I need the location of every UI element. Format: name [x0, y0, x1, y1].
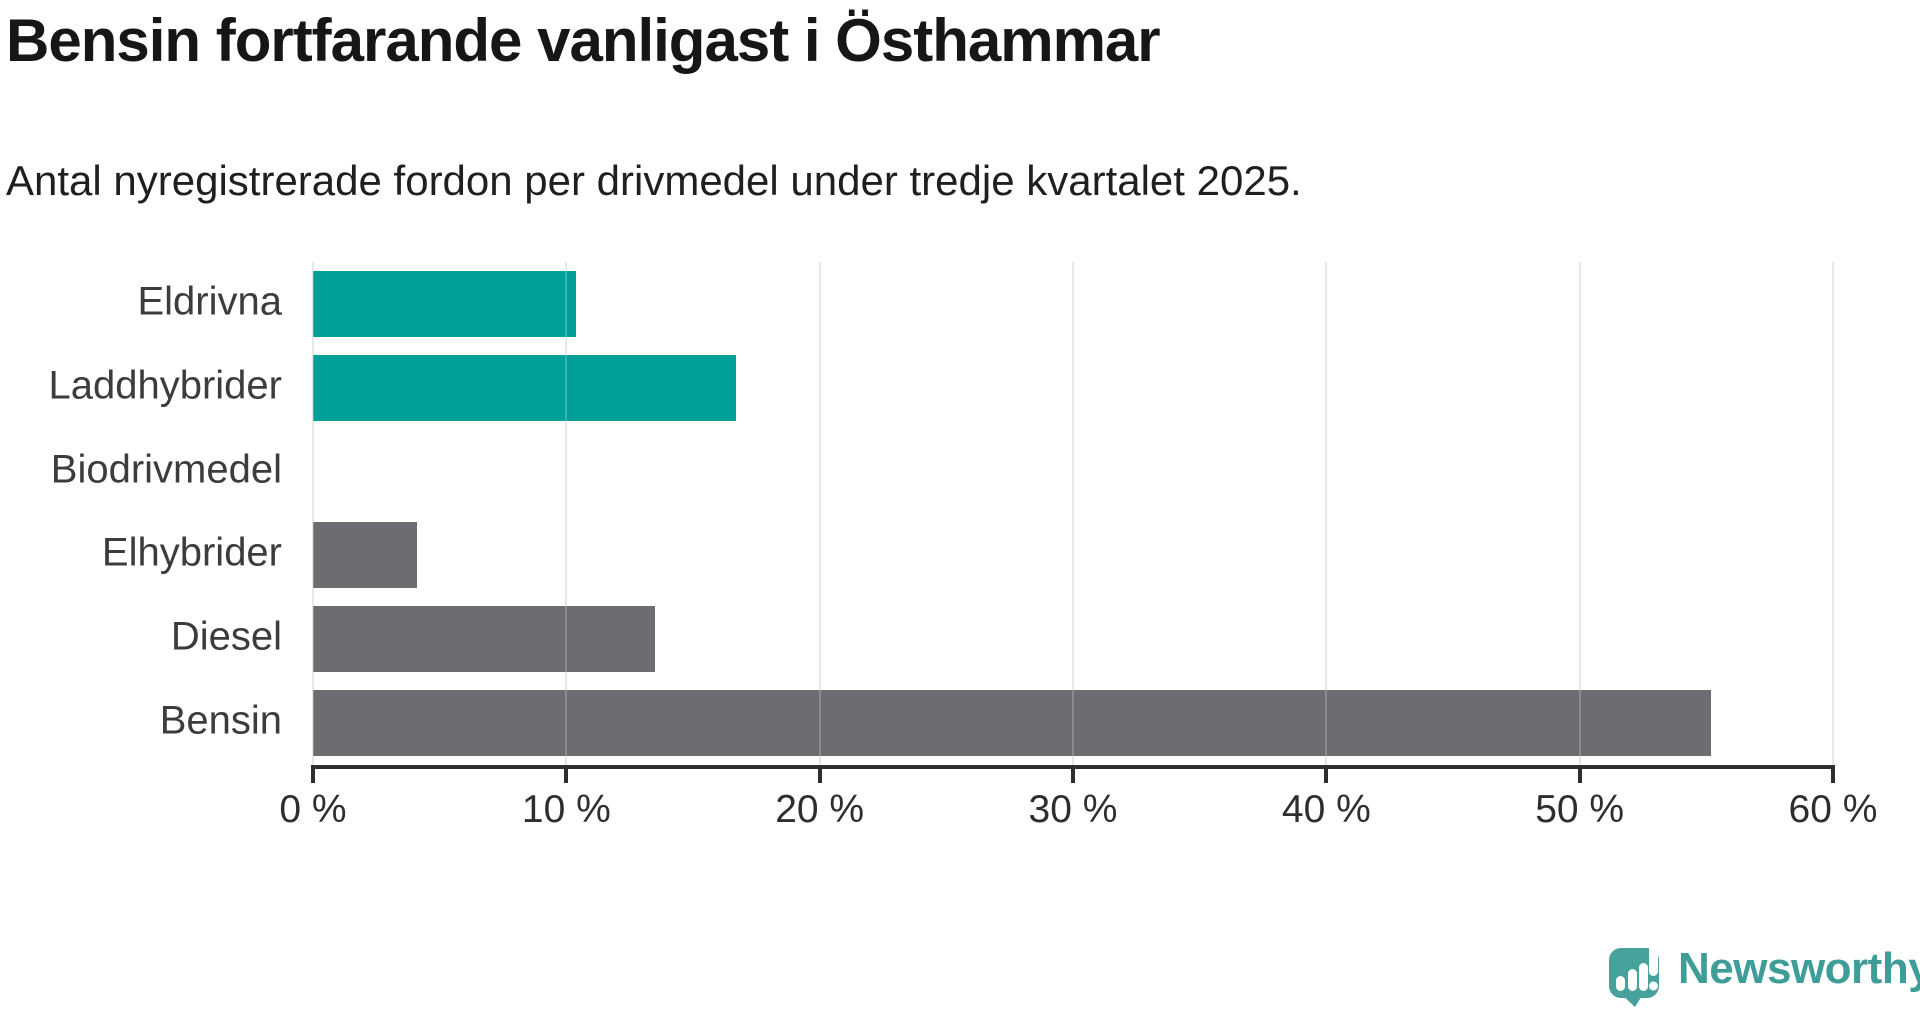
- bar-row-biodrivmedel: Biodrivmedel: [51, 430, 1833, 514]
- bar-eldrivna: [313, 270, 577, 337]
- category-label: Bensin: [159, 698, 282, 743]
- category-label: Elhybrider: [101, 531, 282, 576]
- gridline-20: [818, 262, 821, 765]
- x-axis-tick-40: [1324, 769, 1329, 783]
- x-axis-tick-label: 40 %: [1281, 788, 1371, 831]
- gridline-overlay-60: [1832, 262, 1834, 765]
- gridline-overlay-50: [1578, 262, 1581, 765]
- gridline-50: [1578, 262, 1581, 765]
- newsworthy-logo[interactable]: Newsworthy: [1608, 936, 1920, 1008]
- gridline-overlay-40: [1325, 262, 1328, 765]
- category-label: Diesel: [170, 614, 282, 659]
- x-axis-tick-label: 0 %: [279, 788, 347, 831]
- gridline-overlay-30: [1072, 262, 1074, 765]
- bar-row-diesel: Diesel: [171, 597, 1833, 681]
- x-axis-tick-30: [1071, 769, 1075, 783]
- gridline-overlay-20: [818, 262, 821, 765]
- gridline-60: [1832, 262, 1834, 765]
- bar-laddhybrider: [313, 354, 737, 421]
- bar-row-eldrivna: Eldrivna: [137, 262, 1833, 346]
- x-axis-tick-60: [1831, 769, 1835, 783]
- gridline-0: [312, 262, 314, 765]
- bar-row-laddhybrider: Laddhybrider: [49, 346, 1833, 430]
- gridline-overlay-0: [312, 262, 314, 765]
- bar-diesel: [313, 606, 655, 673]
- x-axis-tick-label: 20 %: [775, 788, 865, 831]
- gridline-overlay-10: [565, 262, 568, 765]
- chart-subtitle: Antal nyregistrerade fordon per drivmede…: [6, 157, 1302, 204]
- bar-elhybrider: [313, 522, 417, 589]
- chart-title: Bensin fortfarande vanligast i Östhammar: [6, 7, 1161, 74]
- x-axis-tick-label: 30 %: [1028, 788, 1118, 831]
- gridline-40: [1325, 262, 1328, 765]
- x-axis-tick-0: [311, 769, 315, 783]
- bar-row-bensin: Bensin: [160, 681, 1833, 765]
- bar-bensin: [313, 690, 1712, 757]
- newsworthy-logo-text: Newsworthy: [1678, 944, 1920, 993]
- x-axis-tick-label: 50 %: [1535, 788, 1625, 831]
- newsworthy-logo-icon: [1609, 939, 1659, 1007]
- gridline-30: [1072, 262, 1074, 765]
- category-label: Eldrivna: [137, 279, 282, 324]
- x-axis-tick-label: 60 %: [1788, 788, 1878, 831]
- x-axis-tick-50: [1577, 769, 1582, 783]
- x-axis-tick-20: [817, 769, 822, 783]
- category-label: Laddhybrider: [48, 363, 283, 408]
- x-axis-line: [311, 765, 1835, 769]
- plot-area: Eldrivna Laddhybrider Biodrivmedel Elhybrid…: [49, 262, 1877, 831]
- x-axis-tick-label: 10 %: [521, 788, 611, 831]
- category-label: Biodrivmedel: [50, 447, 282, 492]
- x-axis-tick-10: [564, 769, 569, 783]
- bar-row-elhybrider: Elhybrider: [102, 513, 1833, 597]
- gridline-10: [565, 262, 568, 765]
